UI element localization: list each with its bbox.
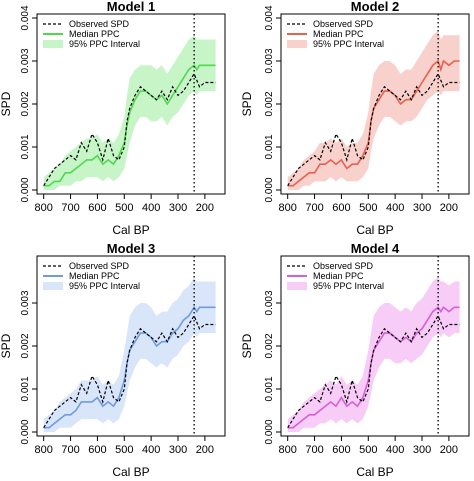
y-tick-label: 0.004 xyxy=(264,5,275,30)
panel-model-2: Model 2 800 700 600 500 400 300 200 0.000 0.001 0.… xyxy=(240,0,470,237)
y-tick-label: 0.004 xyxy=(20,5,31,30)
x-tick-label: 300 xyxy=(169,444,187,456)
x-tick-label: 600 xyxy=(332,444,350,456)
y-tick-label: 0.003 xyxy=(264,48,275,73)
ppc-interval-band xyxy=(43,277,216,432)
y-tick-label: 0.002 xyxy=(20,333,31,358)
y-tick-label: 0.003 xyxy=(20,48,31,73)
x-tick-label: 600 xyxy=(88,444,106,456)
panel-model-4: Model 4 800 700 600 500 400 300 200 0.000 0.001 0.… xyxy=(240,241,470,479)
y-axis-label: SPD xyxy=(0,333,13,358)
legend-label: Median PPC xyxy=(69,271,120,281)
y-tick-label: 0.002 xyxy=(20,91,31,116)
x-tick-label: 300 xyxy=(413,202,431,214)
x-tick-label: 300 xyxy=(413,444,431,456)
y-tick-label: 0.003 xyxy=(20,290,31,315)
legend-swatch-interval xyxy=(43,40,63,48)
legend-swatch-interval xyxy=(43,282,63,290)
panel-title: Model 4 xyxy=(351,241,400,256)
panel-model-1: Model 1 800 700 600 500 400 300 200 0.000 0.001 0.… xyxy=(0,0,226,237)
plot-area xyxy=(287,256,460,436)
x-tick-label: 200 xyxy=(440,444,458,456)
observed-spd-line xyxy=(43,314,216,429)
legend-swatch-interval xyxy=(287,40,307,48)
plot-area xyxy=(43,256,216,436)
x-tick-label: 400 xyxy=(386,202,404,214)
x-tick-label: 800 xyxy=(279,444,297,456)
x-tick-label: 700 xyxy=(305,444,323,456)
y-tick-label: 0.001 xyxy=(264,376,275,401)
panel-model-3: Model 3 800 700 600 500 400 300 200 0.000 0.001 0.… xyxy=(0,241,226,479)
legend-label: Median PPC xyxy=(313,29,364,39)
x-tick-label: 600 xyxy=(332,202,350,214)
legend-label: Observed SPD xyxy=(69,261,130,271)
legend-label: Median PPC xyxy=(69,29,120,39)
x-tick-label: 200 xyxy=(196,202,214,214)
x-tick-label: 300 xyxy=(169,202,187,214)
y-axis-label: SPD xyxy=(240,91,254,116)
legend-label: 95% PPC Interval xyxy=(313,39,384,49)
x-tick-label: 800 xyxy=(279,202,297,214)
y-tick-label: 0.000 xyxy=(264,177,275,202)
y-tick-label: 0.003 xyxy=(264,290,275,315)
y-tick-label: 0.000 xyxy=(264,419,275,444)
x-tick-label: 400 xyxy=(386,444,404,456)
x-tick-label: 700 xyxy=(305,202,323,214)
median-ppc-line xyxy=(43,64,216,187)
x-axis-label: Cal BP xyxy=(356,223,393,237)
y-tick-label: 0.002 xyxy=(264,333,275,358)
x-tick-label: 200 xyxy=(440,202,458,214)
legend-swatch-interval xyxy=(287,282,307,290)
y-tick-label: 0.001 xyxy=(20,376,31,401)
y-tick-label: 0.001 xyxy=(20,134,31,159)
y-tick-label: 0.002 xyxy=(264,91,275,116)
x-tick-label: 400 xyxy=(142,202,160,214)
x-tick-label: 800 xyxy=(35,444,53,456)
legend-label: 95% PPC Interval xyxy=(313,281,384,291)
legend-label: 95% PPC Interval xyxy=(69,281,140,291)
plot-area xyxy=(287,14,460,194)
x-tick-label: 200 xyxy=(196,444,214,456)
legend-label: Observed SPD xyxy=(313,19,374,29)
panel-title: Model 2 xyxy=(351,0,399,14)
legend-label: Observed SPD xyxy=(313,261,374,271)
observed-spd-line xyxy=(287,72,460,187)
x-axis-label: Cal BP xyxy=(112,465,149,479)
observed-spd-line xyxy=(287,314,460,429)
x-tick-label: 600 xyxy=(88,202,106,214)
x-tick-label: 500 xyxy=(115,202,133,214)
panel-title: Model 1 xyxy=(107,0,155,14)
y-tick-label: 0.001 xyxy=(264,134,275,159)
x-tick-label: 700 xyxy=(61,444,79,456)
x-tick-label: 500 xyxy=(359,202,377,214)
legend-label: 95% PPC Interval xyxy=(69,39,140,49)
plot-area xyxy=(43,14,216,194)
ppc-interval-band xyxy=(287,277,460,432)
y-tick-label: 0.000 xyxy=(20,419,31,444)
legend-label: Median PPC xyxy=(313,271,364,281)
x-tick-label: 700 xyxy=(61,202,79,214)
x-tick-label: 400 xyxy=(142,444,160,456)
x-axis-label: Cal BP xyxy=(356,465,393,479)
y-axis-label: SPD xyxy=(240,333,254,358)
panel-title: Model 3 xyxy=(107,241,155,256)
y-axis-label: SPD xyxy=(0,91,13,116)
legend-label: Observed SPD xyxy=(69,19,130,29)
x-tick-label: 800 xyxy=(35,202,53,214)
y-tick-label: 0.000 xyxy=(20,177,31,202)
x-tick-label: 500 xyxy=(359,444,377,456)
observed-spd-line xyxy=(43,72,216,187)
x-tick-label: 500 xyxy=(115,444,133,456)
x-axis-label: Cal BP xyxy=(112,223,149,237)
